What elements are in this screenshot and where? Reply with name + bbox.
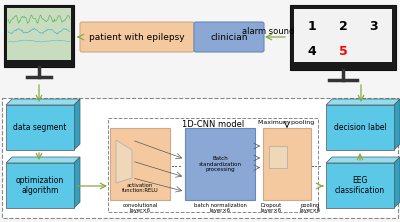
Polygon shape — [394, 157, 400, 208]
FancyBboxPatch shape — [326, 163, 394, 208]
FancyBboxPatch shape — [80, 22, 194, 52]
FancyBboxPatch shape — [290, 5, 396, 70]
Text: ...: ... — [311, 157, 323, 170]
FancyBboxPatch shape — [326, 105, 394, 150]
Text: ...: ... — [171, 157, 183, 170]
Text: 5: 5 — [339, 44, 347, 57]
FancyBboxPatch shape — [269, 146, 287, 168]
Text: patient with epilepsy: patient with epilepsy — [89, 32, 185, 42]
Polygon shape — [326, 99, 400, 105]
FancyBboxPatch shape — [110, 128, 170, 200]
Text: decision label: decision label — [334, 123, 386, 132]
Text: Batch
standardization
processing: Batch standardization processing — [198, 156, 242, 172]
Bar — [108, 118, 318, 212]
Text: EEG
classification: EEG classification — [335, 176, 385, 195]
Text: optimization
algorithm: optimization algorithm — [16, 176, 64, 195]
FancyBboxPatch shape — [263, 128, 311, 200]
Text: Maximum pooling: Maximum pooling — [258, 119, 314, 125]
Text: activation
function:RELU: activation function:RELU — [122, 183, 158, 193]
Text: Dropout
layer×6: Dropout layer×6 — [260, 203, 282, 213]
FancyBboxPatch shape — [294, 9, 392, 62]
FancyBboxPatch shape — [6, 163, 74, 208]
Polygon shape — [326, 157, 400, 163]
Text: clinician: clinician — [210, 32, 248, 42]
Text: 1: 1 — [308, 20, 316, 34]
Polygon shape — [116, 140, 132, 183]
FancyBboxPatch shape — [185, 128, 255, 200]
Text: 1D-CNN model: 1D-CNN model — [182, 119, 244, 129]
FancyBboxPatch shape — [6, 105, 74, 150]
Polygon shape — [6, 157, 80, 163]
FancyBboxPatch shape — [194, 22, 264, 52]
Polygon shape — [74, 99, 80, 150]
Text: alarm sound: alarm sound — [242, 28, 294, 36]
Polygon shape — [74, 157, 80, 208]
Text: batch normalization
layer×6: batch normalization layer×6 — [194, 203, 246, 213]
Text: 4: 4 — [308, 44, 316, 57]
Text: 2: 2 — [339, 20, 347, 34]
Text: data segment: data segment — [13, 123, 67, 132]
FancyBboxPatch shape — [4, 5, 74, 67]
Text: convolutional
layer×6: convolutional layer×6 — [122, 203, 158, 213]
FancyBboxPatch shape — [7, 8, 71, 60]
Text: pooling
layer×6: pooling layer×6 — [300, 203, 320, 213]
Text: 3: 3 — [370, 20, 378, 34]
Polygon shape — [394, 99, 400, 150]
Polygon shape — [6, 99, 80, 105]
Bar — [2, 98, 398, 218]
